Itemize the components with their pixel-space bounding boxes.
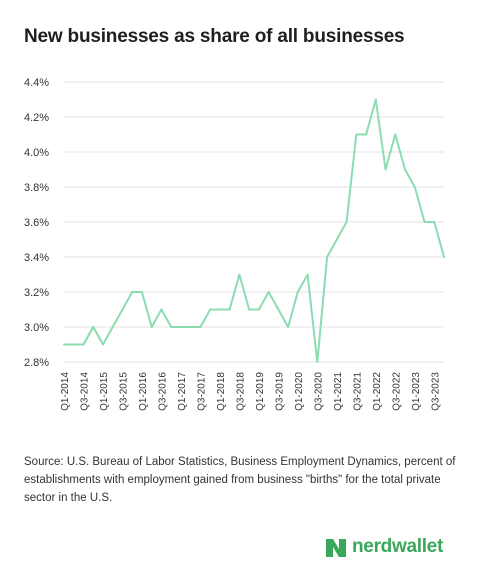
data-point bbox=[150, 326, 153, 328]
x-tick-label: Q1-2017 bbox=[177, 372, 188, 411]
x-tick-label: Q1-2015 bbox=[99, 372, 110, 411]
data-point bbox=[365, 133, 368, 136]
x-tick-label: Q1-2021 bbox=[333, 372, 344, 411]
y-tick-label: 4.4% bbox=[24, 77, 49, 89]
x-tick-label: Q3-2021 bbox=[352, 372, 363, 411]
data-point bbox=[267, 291, 270, 293]
x-tick-label: Q1-2016 bbox=[138, 372, 149, 411]
data-point bbox=[170, 326, 173, 328]
data-point bbox=[63, 343, 65, 346]
x-tick-label: Q3-2023 bbox=[430, 372, 441, 411]
x-axis-ticks: Q1-2014 Q3-2014 Q1-2015 Q3-2015 Q1-2016 Q3-20… bbox=[60, 372, 441, 411]
data-point bbox=[72, 343, 75, 346]
x-tick-label: Q3-2016 bbox=[157, 372, 168, 411]
x-tick-label: Q3-2015 bbox=[118, 372, 129, 411]
nerdwallet-logo-icon bbox=[326, 539, 346, 557]
series-group bbox=[63, 98, 445, 363]
x-tick-label: Q3-2019 bbox=[274, 372, 285, 411]
data-point bbox=[189, 326, 192, 328]
data-point bbox=[335, 238, 338, 241]
x-tick-label: Q1-2022 bbox=[372, 372, 383, 411]
y-tick-label: 3.0% bbox=[24, 322, 49, 334]
line-chart: 2.8% 3.0% 3.2% 3.4% 3.6% 3.8% 4.0% 4.2% 4.4% Q1-… bbox=[24, 77, 445, 411]
data-point bbox=[413, 186, 416, 188]
y-tick-label: 3.4% bbox=[24, 252, 49, 264]
x-tick-label: Q1-2018 bbox=[216, 372, 227, 411]
x-tick-label: Q1-2020 bbox=[294, 372, 305, 411]
grid-lines bbox=[64, 81, 444, 363]
data-point bbox=[199, 326, 202, 328]
y-tick-label: 3.6% bbox=[24, 217, 49, 229]
data-point bbox=[277, 308, 280, 311]
data-point bbox=[140, 291, 143, 293]
y-tick-label: 4.2% bbox=[24, 112, 49, 124]
y-tick-label: 3.8% bbox=[24, 182, 49, 194]
x-tick-label: Q3-2014 bbox=[79, 372, 90, 411]
data-point bbox=[433, 221, 436, 223]
data-point bbox=[306, 273, 309, 276]
data-point bbox=[248, 308, 251, 311]
data-point bbox=[209, 308, 212, 311]
data-point bbox=[443, 256, 445, 258]
data-point bbox=[218, 308, 221, 311]
data-point bbox=[238, 273, 241, 276]
brand-name: nerdwallet bbox=[352, 536, 443, 557]
y-axis-ticks: 2.8% 3.0% 3.2% 3.4% 3.6% 3.8% 4.0% 4.2% 4.4% bbox=[24, 77, 49, 369]
chart-title: New businesses as share of all businesse… bbox=[24, 26, 405, 47]
series-line bbox=[64, 98, 445, 363]
data-point bbox=[345, 221, 348, 223]
data-point bbox=[82, 343, 85, 346]
brand-logo: nerdwallet bbox=[325, 536, 443, 558]
x-tick-label: Q3-2017 bbox=[196, 372, 207, 411]
y-tick-label: 4.0% bbox=[24, 147, 49, 159]
data-point bbox=[160, 308, 163, 311]
x-tick-label: Q3-2018 bbox=[235, 372, 246, 411]
data-point bbox=[121, 308, 124, 311]
data-point bbox=[394, 133, 397, 136]
x-tick-label: Q1-2014 bbox=[60, 372, 71, 411]
data-point bbox=[228, 308, 231, 311]
y-tick-label: 3.2% bbox=[24, 287, 49, 299]
data-point bbox=[326, 256, 329, 258]
y-tick-label: 2.8% bbox=[24, 357, 49, 369]
data-point bbox=[257, 308, 260, 311]
data-point bbox=[131, 291, 134, 293]
x-tick-label: Q1-2019 bbox=[255, 372, 266, 411]
data-point bbox=[316, 361, 319, 363]
source-note: Source: U.S. Bureau of Labor Statistics,… bbox=[24, 456, 456, 504]
data-point bbox=[287, 326, 290, 328]
data-point bbox=[374, 98, 377, 101]
data-point bbox=[179, 326, 182, 328]
data-point bbox=[92, 326, 95, 328]
data-point bbox=[296, 291, 299, 293]
x-tick-label: Q3-2022 bbox=[391, 372, 402, 411]
data-point bbox=[355, 133, 358, 136]
data-point bbox=[101, 343, 104, 346]
x-tick-label: Q3-2020 bbox=[313, 372, 324, 411]
x-tick-label: Q1-2023 bbox=[411, 372, 422, 411]
data-point bbox=[111, 326, 114, 328]
data-point bbox=[404, 168, 407, 171]
data-point bbox=[384, 168, 387, 171]
data-point bbox=[423, 221, 426, 223]
